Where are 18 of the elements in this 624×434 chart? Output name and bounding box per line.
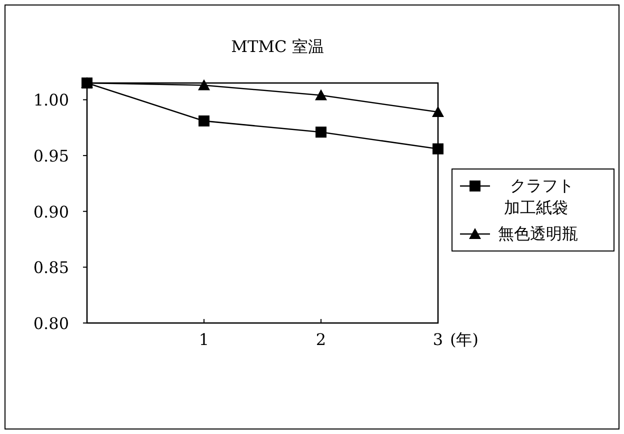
x-axis-title: (年) [450,330,478,349]
y-tick-label: 0.80 [33,314,69,333]
legend-label: 無色透明瓶 [498,224,578,243]
point [316,126,326,138]
x-tick-label: 1 [198,330,210,349]
y-tick-label: 0.90 [33,202,69,222]
x-tick-label: 2 [316,330,326,349]
y-tick-label: 0.95 [33,146,69,166]
point [432,106,444,118]
y-tick-label: 1.00 [33,90,69,110]
y-tick-label: 0.85 [33,258,69,278]
chart-title: MTMC 室温 [231,37,324,56]
point [198,79,210,90]
point [315,89,327,100]
point [198,115,210,126]
point [432,143,444,154]
legend-label: クラフト加工紙袋 [504,176,574,217]
x-tick-label: 3 [432,330,444,349]
